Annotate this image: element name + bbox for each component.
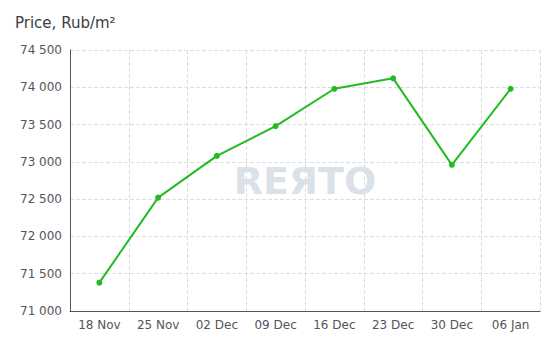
svg-text:23 Dec: 23 Dec	[372, 318, 414, 332]
svg-text:18 Nov: 18 Nov	[78, 318, 121, 332]
svg-text:73 500: 73 500	[20, 118, 62, 132]
svg-text:25 Nov: 25 Nov	[137, 318, 180, 332]
svg-text:Price, Rub/m²: Price, Rub/m²	[15, 14, 116, 32]
svg-text:74 000: 74 000	[20, 80, 62, 94]
svg-text:09 Dec: 09 Dec	[254, 318, 296, 332]
svg-text:72 500: 72 500	[20, 192, 62, 206]
svg-text:74 500: 74 500	[20, 43, 62, 57]
svg-text:02 Dec: 02 Dec	[196, 318, 238, 332]
svg-text:73 000: 73 000	[20, 155, 62, 169]
svg-text:30 Dec: 30 Dec	[431, 318, 473, 332]
svg-text:72 000: 72 000	[20, 229, 62, 243]
svg-text:06 Jan: 06 Jan	[492, 318, 530, 332]
svg-text:71 000: 71 000	[20, 304, 62, 318]
svg-text:16 Dec: 16 Dec	[313, 318, 355, 332]
svg-text:REЯTO: REЯTO	[233, 158, 377, 203]
svg-text:71 500: 71 500	[20, 267, 62, 281]
